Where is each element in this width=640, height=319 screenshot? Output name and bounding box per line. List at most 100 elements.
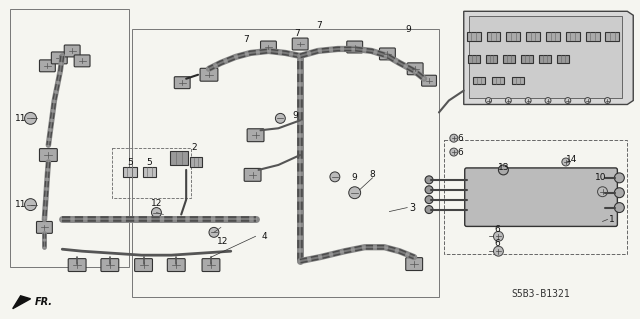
Bar [566,32,580,41]
Bar [112,148,191,198]
Text: 6: 6 [458,148,463,157]
Bar [444,140,627,254]
Bar [521,55,533,63]
Circle shape [450,148,458,156]
FancyBboxPatch shape [101,259,119,271]
Bar [493,77,504,84]
Bar [10,9,129,267]
Text: 11: 11 [15,200,26,209]
FancyBboxPatch shape [40,149,58,161]
Text: 12: 12 [151,199,162,208]
Circle shape [486,98,492,103]
Text: 4: 4 [262,232,268,241]
Circle shape [605,98,611,103]
Circle shape [499,165,508,175]
FancyBboxPatch shape [134,259,152,271]
Text: FR.: FR. [35,297,52,307]
Bar [190,157,202,167]
Circle shape [152,208,161,218]
FancyBboxPatch shape [465,168,618,226]
Bar [586,32,600,41]
Circle shape [545,98,551,103]
Bar [467,32,481,41]
Text: 5: 5 [147,159,152,167]
Circle shape [565,98,571,103]
FancyBboxPatch shape [347,41,363,53]
Text: 2: 2 [191,143,197,152]
Bar [143,167,156,177]
Polygon shape [13,296,31,309]
Bar [170,151,188,165]
FancyBboxPatch shape [202,259,220,271]
Circle shape [349,187,361,199]
FancyBboxPatch shape [244,168,261,181]
Bar [546,32,560,41]
Text: 7: 7 [243,34,248,44]
Bar [123,167,136,177]
Circle shape [614,188,625,198]
Text: S5B3-B1321: S5B3-B1321 [512,289,570,299]
Circle shape [525,98,531,103]
Circle shape [493,246,504,256]
FancyBboxPatch shape [36,221,52,234]
Text: 14: 14 [566,154,577,164]
FancyBboxPatch shape [200,68,218,81]
Bar [539,55,551,63]
Circle shape [614,203,625,212]
Text: 5: 5 [127,159,132,167]
Circle shape [425,176,433,184]
FancyBboxPatch shape [51,52,67,64]
Bar [504,55,515,63]
FancyBboxPatch shape [40,60,55,72]
FancyBboxPatch shape [260,41,276,53]
Text: 7: 7 [294,29,300,38]
Circle shape [425,196,433,204]
Circle shape [425,186,433,194]
Bar [526,32,540,41]
FancyBboxPatch shape [247,129,264,142]
Text: 8: 8 [370,170,376,179]
Bar [468,55,479,63]
FancyBboxPatch shape [68,259,86,271]
Circle shape [450,134,458,142]
Text: 6: 6 [495,225,500,234]
Circle shape [506,98,511,103]
Text: 1: 1 [609,215,614,224]
Bar [486,32,500,41]
Circle shape [585,98,591,103]
Circle shape [275,114,285,123]
Text: 11: 11 [15,114,26,123]
Bar [132,29,439,297]
FancyBboxPatch shape [406,258,422,271]
Bar [512,77,524,84]
Bar [605,32,620,41]
FancyBboxPatch shape [174,77,190,89]
Text: 9: 9 [292,111,298,120]
FancyBboxPatch shape [292,38,308,50]
Bar [473,77,484,84]
Circle shape [24,199,36,211]
Text: 7: 7 [316,21,322,30]
Circle shape [425,205,433,213]
Circle shape [493,231,504,241]
Circle shape [598,187,607,197]
Bar [468,16,622,98]
Circle shape [614,173,625,183]
Text: 13: 13 [498,163,509,173]
Text: 6: 6 [458,134,463,143]
Bar [557,55,569,63]
FancyBboxPatch shape [64,45,80,57]
Circle shape [24,112,36,124]
Text: 9: 9 [352,173,358,182]
Text: 12: 12 [217,237,228,246]
Text: 10: 10 [595,173,606,182]
Circle shape [562,158,570,166]
Circle shape [209,227,219,237]
Text: 6: 6 [495,239,500,248]
FancyBboxPatch shape [380,48,396,60]
FancyBboxPatch shape [74,55,90,67]
Circle shape [330,172,340,182]
Text: 9: 9 [405,25,411,33]
FancyBboxPatch shape [167,259,185,271]
FancyBboxPatch shape [422,75,436,86]
